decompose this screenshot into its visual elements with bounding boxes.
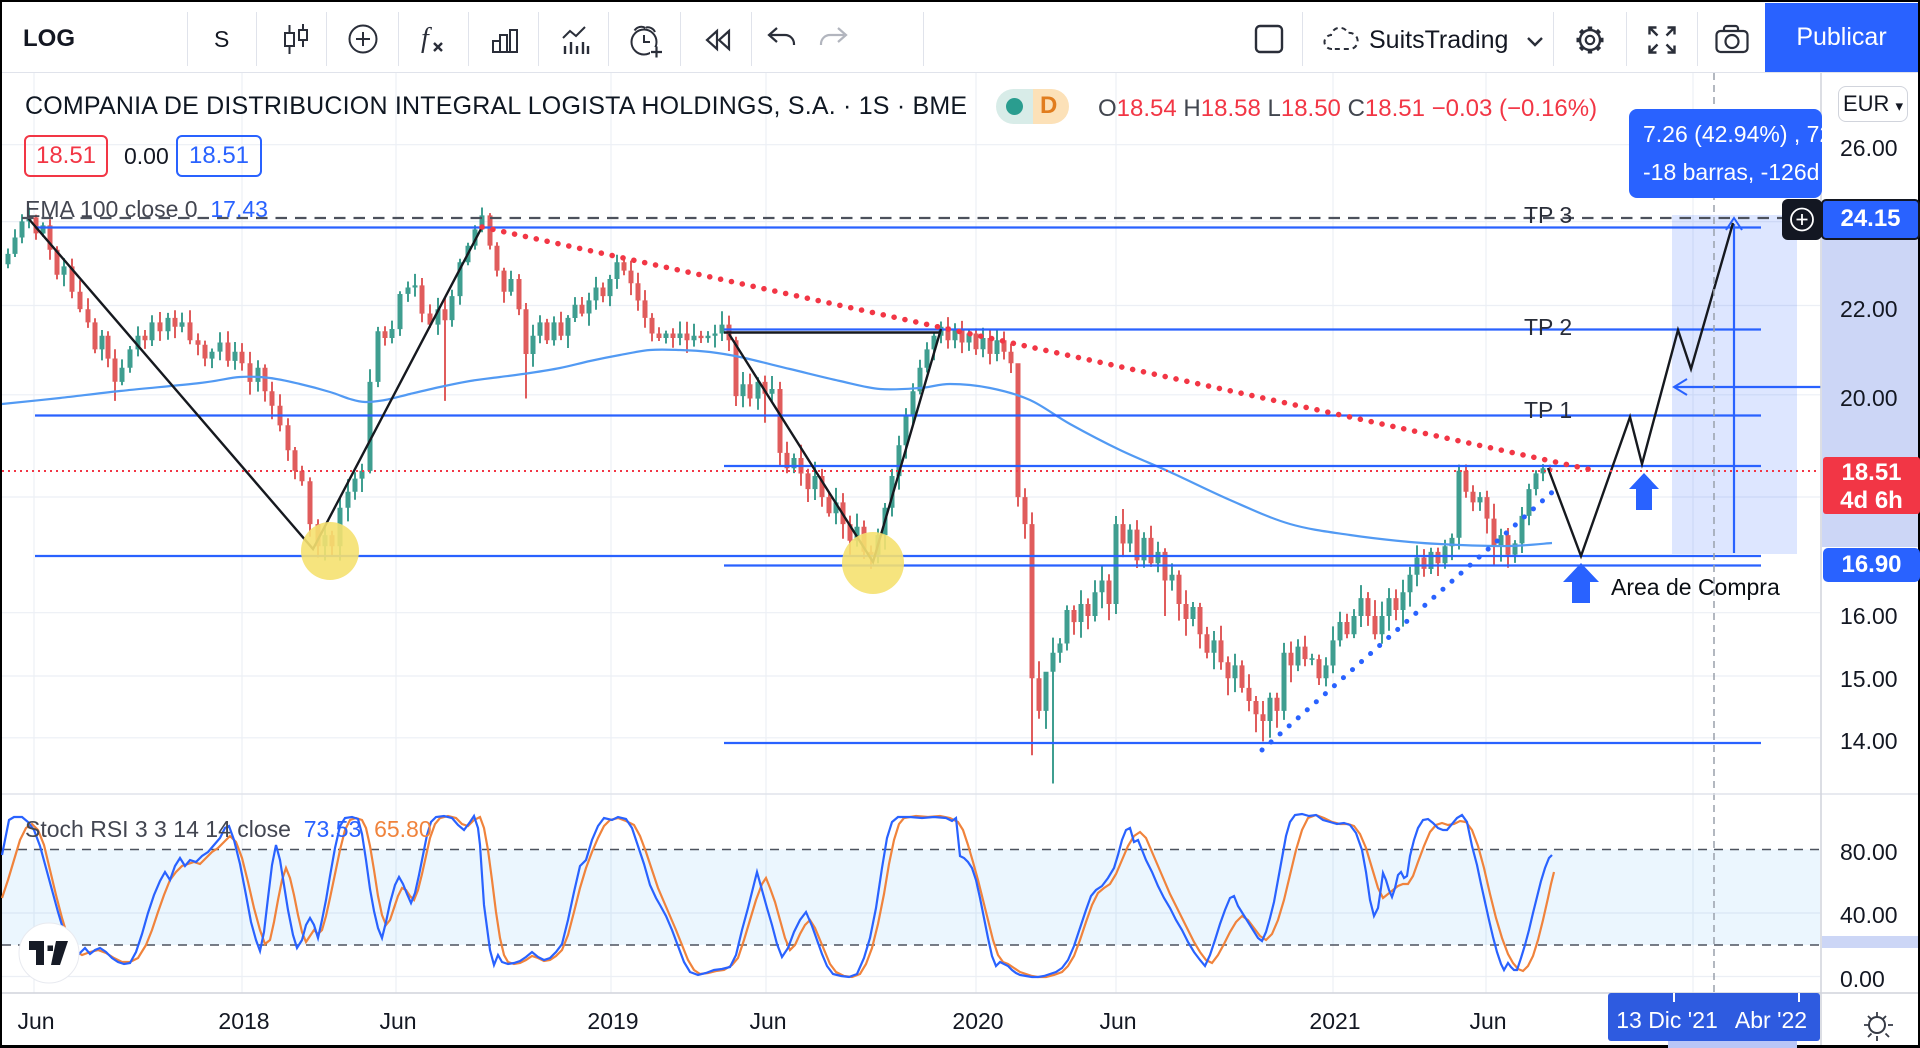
svg-text:f: f (421, 23, 432, 54)
